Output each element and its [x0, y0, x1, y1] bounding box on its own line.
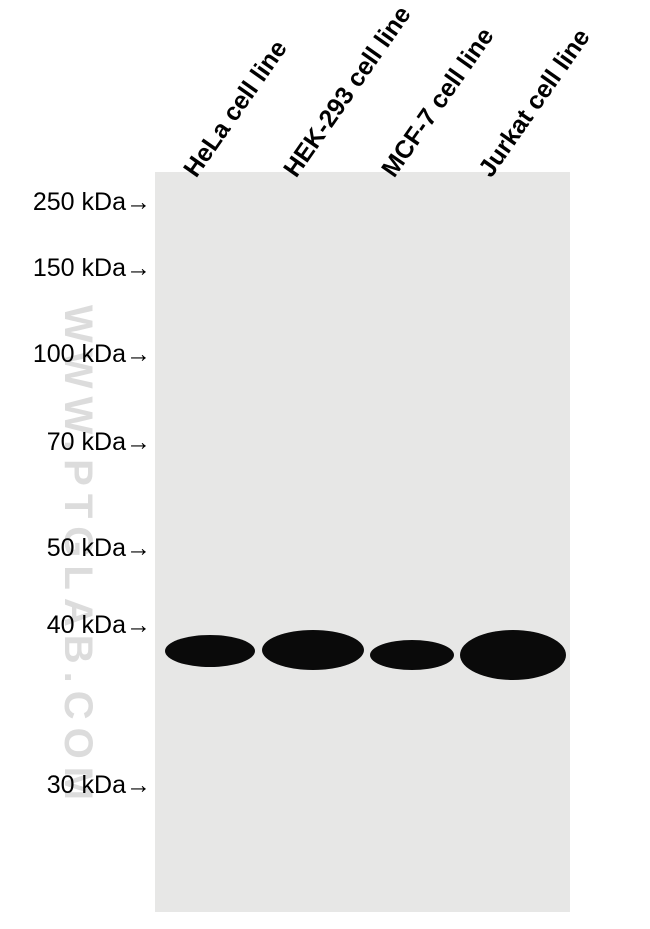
- marker-label: 40 kDa→: [47, 611, 151, 640]
- figure-container: WWW.PTGLAB.COM HeLa cell line HEK-293 ce…: [0, 0, 650, 929]
- marker-label: 250 kDa→: [33, 188, 151, 217]
- marker-label: 100 kDa→: [33, 340, 151, 369]
- marker-label: 70 kDa→: [47, 428, 151, 457]
- lane-label: HeLa cell line: [178, 35, 293, 183]
- marker-label: 30 kDa→: [47, 771, 151, 800]
- blot-band: [165, 635, 255, 667]
- blot-band: [460, 630, 566, 680]
- marker-label: 150 kDa→: [33, 254, 151, 283]
- blot-band: [262, 630, 364, 670]
- marker-label: 50 kDa→: [47, 534, 151, 563]
- blot-band: [370, 640, 454, 670]
- blot-membrane: [155, 172, 570, 912]
